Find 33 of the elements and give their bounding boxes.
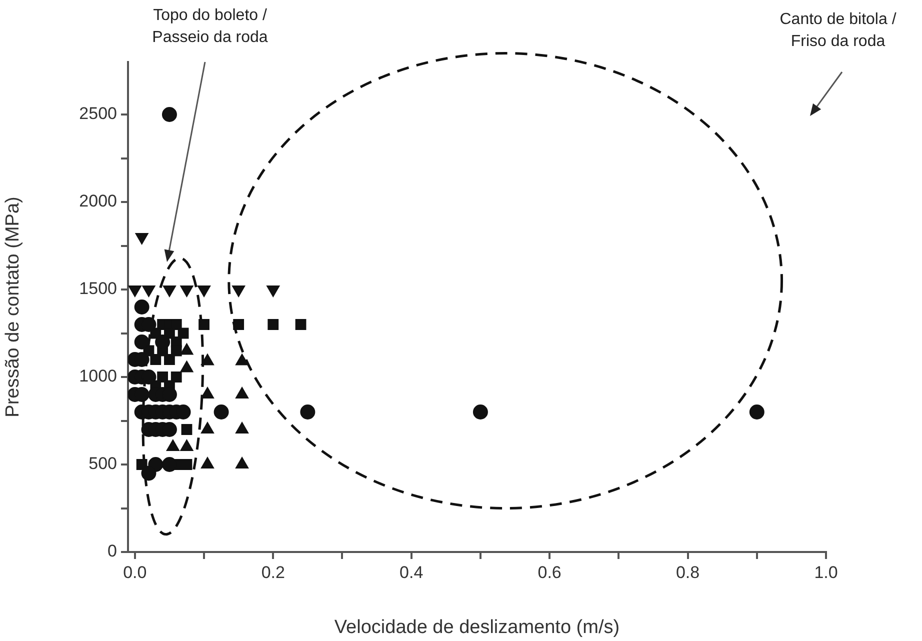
point xyxy=(162,107,177,122)
point xyxy=(214,404,229,420)
point xyxy=(150,354,162,365)
point xyxy=(472,404,488,420)
y-tick-label: 500 xyxy=(88,454,117,474)
point xyxy=(164,354,175,365)
point xyxy=(268,319,279,330)
x-tick-label: 0.0 xyxy=(123,562,147,582)
y-tick-label: 1500 xyxy=(79,279,117,298)
point xyxy=(134,334,150,350)
x-tick-label: 1.0 xyxy=(814,562,838,582)
point xyxy=(295,319,306,330)
x-tick-label: 0.2 xyxy=(261,562,285,582)
y-tick-label: 2500 xyxy=(79,104,117,124)
point xyxy=(141,466,156,481)
y-axis-title: Pressão de contato (MPa) xyxy=(2,196,24,418)
x-tick-label: 0.6 xyxy=(538,562,562,582)
text: Canto de bitola / Friso da roda xyxy=(780,11,897,50)
point xyxy=(181,424,192,435)
point xyxy=(300,404,316,420)
point xyxy=(134,300,150,314)
y-tick-label: 2000 xyxy=(79,192,117,211)
point xyxy=(170,372,182,382)
point xyxy=(181,459,192,470)
point xyxy=(749,404,764,420)
point xyxy=(170,345,182,356)
text: Topo do boleto / Passeio da roda xyxy=(152,7,268,46)
point xyxy=(155,334,170,350)
y-tick-label: 1000 xyxy=(79,366,117,386)
y-tick-label: 0 xyxy=(108,542,117,561)
x-tick-label: 0.8 xyxy=(676,562,700,582)
x-axis-title: Velocidade de deslizamento (m/s) xyxy=(334,616,620,638)
x-tick-label: 0.4 xyxy=(400,562,424,582)
